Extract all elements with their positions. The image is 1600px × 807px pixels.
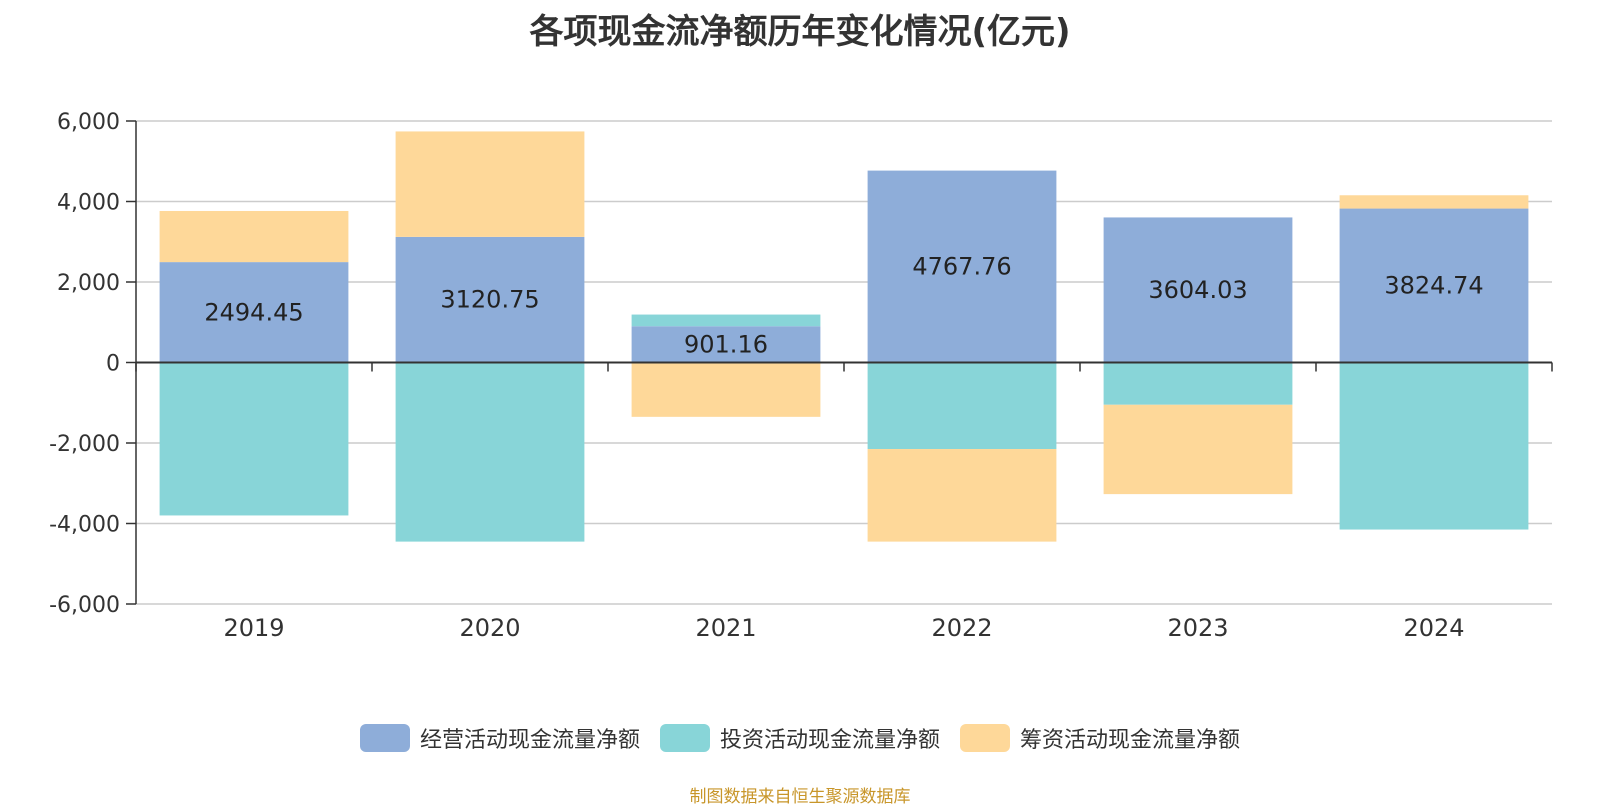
x-tick-label: 2022 [931, 614, 992, 642]
x-tick-label: 2023 [1167, 614, 1228, 642]
legend: 经营活动现金流量净额 投资活动现金流量净额 筹资活动现金流量净额 [0, 722, 1600, 754]
bar-operating-2019 [159, 262, 349, 363]
bar-financing-2024 [1339, 195, 1529, 209]
x-tick-label: 2024 [1403, 614, 1464, 642]
legend-swatch-financing [960, 724, 1010, 752]
bar-investing-2023 [1103, 362, 1293, 405]
bar-operating-2021 [631, 326, 821, 363]
data-label-operating-2020: 3120.75 [440, 286, 539, 314]
legend-item-operating[interactable]: 经营活动现金流量净额 [359, 722, 640, 754]
legend-item-investing[interactable]: 投资活动现金流量净额 [659, 722, 940, 754]
bar-investing-2019 [159, 362, 349, 516]
legend-label-financing: 筹资活动现金流量净额 [1020, 728, 1241, 753]
legend-item-financing[interactable]: 筹资活动现金流量净额 [960, 722, 1240, 754]
bar-financing-2021 [631, 362, 821, 417]
bar-investing-2024 [1339, 362, 1529, 530]
legend-swatch-operating [359, 724, 410, 752]
bar-operating-2020 [395, 236, 585, 363]
bar-financing-2022 [867, 449, 1057, 542]
data-label-operating-2021: 901.16 [684, 330, 768, 358]
y-tick-label: 4,000 [57, 191, 120, 216]
data-label-operating-2023: 3604.03 [1148, 276, 1247, 304]
source-note: 制图数据来自恒生聚源数据库 [689, 787, 911, 807]
x-tick-label: 2019 [223, 614, 284, 642]
legend-label-investing: 投资活动现金流量净额 [719, 728, 940, 753]
legend-swatch-investing [659, 724, 710, 752]
x-tick-label: 2021 [695, 614, 756, 642]
data-label-operating-2024: 3824.74 [1384, 272, 1483, 300]
y-tick-label: -6,000 [49, 593, 120, 618]
data-label-operating-2022: 4767.76 [912, 253, 1011, 281]
bar-financing-2023 [1103, 404, 1293, 495]
x-tick-label: 2020 [459, 614, 520, 642]
y-tick-label: -2,000 [49, 432, 120, 457]
bar-operating-2022 [867, 170, 1057, 363]
bar-investing-2020 [395, 362, 585, 542]
y-tick-label: -4,000 [49, 513, 120, 538]
bar-financing-2020 [395, 131, 585, 237]
chart-title: 各项现金流净额历年变化情况(亿元) [529, 12, 1071, 52]
bar-financing-2019 [159, 210, 349, 263]
bar-operating-2023 [1103, 217, 1293, 363]
bar-operating-2024 [1339, 208, 1529, 363]
y-tick-label: 2,000 [57, 271, 120, 296]
bar-investing-2022 [867, 362, 1057, 450]
legend-label-operating: 经营活动现金流量净额 [419, 728, 640, 753]
y-tick-label: 0 [106, 352, 120, 377]
bar-investing-2021 [631, 314, 821, 327]
y-tick-label: 6,000 [57, 110, 120, 135]
data-label-operating-2019: 2494.45 [204, 298, 303, 326]
